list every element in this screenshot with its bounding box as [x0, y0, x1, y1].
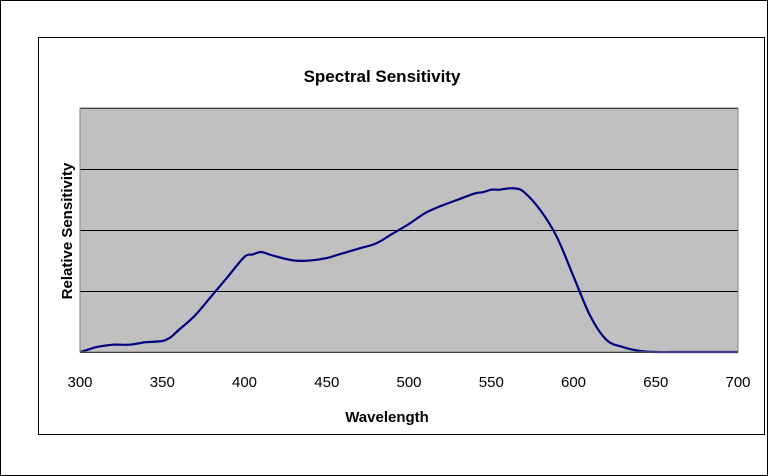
x-tick-labels: 300 350 400 450 500 550 600 650 700 [67, 374, 750, 391]
x-tick-label-600: 600 [561, 374, 586, 391]
x-tick-label-550: 550 [479, 374, 504, 391]
plot-border [79, 107, 739, 353]
x-tick-label-350: 350 [150, 374, 175, 391]
plot-area [79, 107, 739, 354]
x-tick-label-300: 300 [67, 374, 92, 391]
x-tick-label-650: 650 [643, 374, 668, 391]
x-axis-title: Wavelength [345, 409, 429, 426]
y-axis-title: Relative Sensitivity [59, 162, 76, 299]
x-tick-label-450: 450 [314, 374, 339, 391]
chart-title: Spectral Sensitivity [304, 67, 461, 86]
x-tick-label-500: 500 [396, 374, 421, 391]
x-tick-label-700: 700 [725, 374, 750, 391]
series-line-0 [79, 187, 738, 354]
x-tick-label-400: 400 [232, 374, 257, 391]
series-line-group [79, 187, 738, 354]
